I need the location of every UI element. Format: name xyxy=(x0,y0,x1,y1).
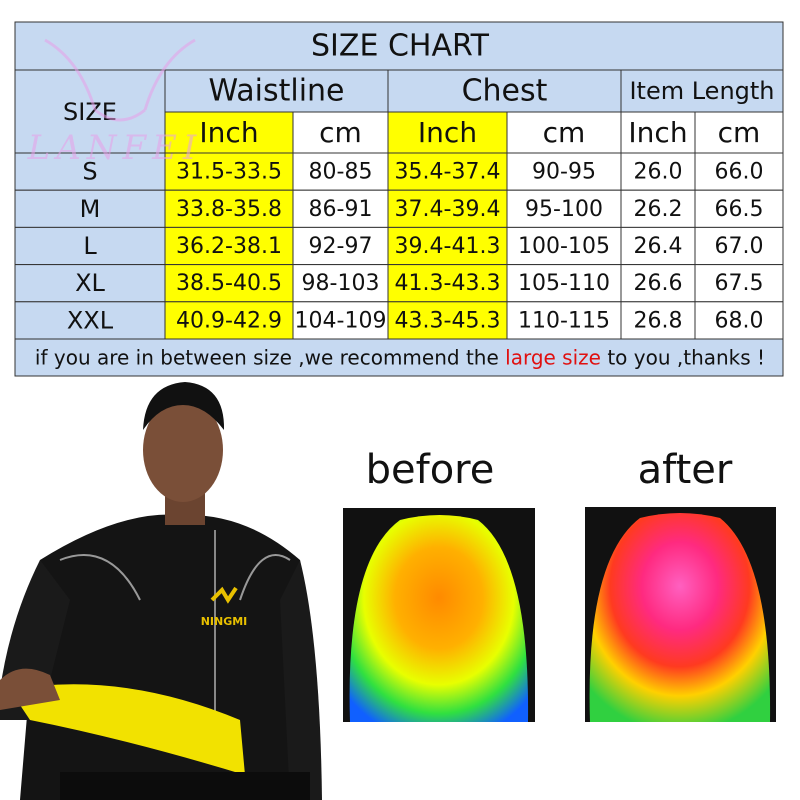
table-cell xyxy=(14,152,166,191)
table-cell xyxy=(14,264,166,303)
size-value: 67.5 xyxy=(715,271,764,296)
size-value: 92-97 xyxy=(309,234,373,259)
size-value: 36.2-38.1 xyxy=(176,234,282,259)
unit-header: Inch xyxy=(199,116,258,149)
size-name: XXL xyxy=(67,306,114,334)
size-value: 26.4 xyxy=(634,234,683,259)
size-value: 110-115 xyxy=(518,308,610,333)
table-cell xyxy=(164,226,294,266)
table-cell xyxy=(694,301,784,340)
size-value: 67.0 xyxy=(715,234,764,259)
table-cell xyxy=(694,226,784,266)
size-value: 33.8-35.8 xyxy=(176,197,282,222)
size-value: 66.5 xyxy=(715,197,764,222)
size-name: L xyxy=(83,232,97,260)
size-value: 95-100 xyxy=(525,197,603,222)
footnote-highlight: large size xyxy=(505,345,601,369)
model-photo: NINGMI xyxy=(0,380,330,800)
table-cell xyxy=(620,226,696,266)
watermark: LANFEI xyxy=(27,38,203,168)
table-cell xyxy=(387,226,508,266)
size-value: 43.3-45.3 xyxy=(395,308,501,333)
size-value: 31.5-33.5 xyxy=(176,160,282,185)
footnote: if you are in between size ,we recommend… xyxy=(35,345,765,369)
size-value: 104-109 xyxy=(295,308,387,333)
size-value: 37.4-39.4 xyxy=(395,197,501,222)
table-cell xyxy=(620,111,696,154)
table-cell xyxy=(164,111,294,154)
size-value: 26.6 xyxy=(634,271,683,296)
group-header: Item Length xyxy=(629,77,774,105)
table-cell xyxy=(292,264,389,303)
size-name: M xyxy=(80,195,101,223)
size-value: 40.9-42.9 xyxy=(176,308,282,333)
unit-header: Inch xyxy=(628,116,687,149)
size-value: 98-103 xyxy=(302,271,380,296)
size-value: 41.3-43.3 xyxy=(395,271,501,296)
table-cell xyxy=(694,264,784,303)
table-cell xyxy=(292,226,389,266)
table-cell xyxy=(387,111,508,154)
brand-logo: NINGMI xyxy=(201,615,248,628)
before-thermal xyxy=(349,515,529,722)
size-value: 26.0 xyxy=(634,160,683,185)
table-cell xyxy=(506,264,622,303)
table-cell xyxy=(387,189,508,228)
size-value: 86-91 xyxy=(309,197,373,222)
size-value: 26.2 xyxy=(634,197,683,222)
table-title: SIZE CHART xyxy=(311,29,490,64)
footnote-text: if you are in between size ,we recommend… xyxy=(35,345,505,369)
table-cell xyxy=(164,264,294,303)
unit-header: cm xyxy=(319,116,362,149)
table-cell xyxy=(14,338,784,377)
watermark-text: LANFEI xyxy=(27,128,203,168)
table-cell xyxy=(14,69,166,154)
group-header: Waistline xyxy=(209,74,345,109)
size-name: S xyxy=(82,158,97,186)
table-cell xyxy=(506,152,622,191)
table-cell xyxy=(14,21,784,71)
size-name: XL xyxy=(75,269,105,297)
table-cell xyxy=(14,226,166,266)
table-cell xyxy=(694,189,784,228)
table-cell xyxy=(292,152,389,191)
unit-header: cm xyxy=(718,116,761,149)
after-thermal xyxy=(589,513,771,722)
size-value: 90-95 xyxy=(532,160,596,185)
size-value: 80-85 xyxy=(309,160,373,185)
table-cell xyxy=(620,152,696,191)
size-header: SIZE xyxy=(63,98,117,126)
table-cell xyxy=(164,189,294,228)
after-label: after xyxy=(638,447,733,493)
size-value: 68.0 xyxy=(715,308,764,333)
watermark-logo xyxy=(44,38,196,122)
size-value: 39.4-41.3 xyxy=(395,234,501,259)
unit-header: cm xyxy=(543,116,586,149)
size-value: 66.0 xyxy=(715,160,764,185)
footnote-text: to you ,thanks ! xyxy=(601,345,765,369)
table-cell xyxy=(694,111,784,154)
size-value: 105-110 xyxy=(518,271,610,296)
table-cell xyxy=(387,69,622,113)
table-cell xyxy=(14,189,166,228)
table-cell xyxy=(694,152,784,191)
unit-header: Inch xyxy=(418,116,477,149)
group-header: Chest xyxy=(462,74,548,109)
size-value: 100-105 xyxy=(518,234,610,259)
before-label: before xyxy=(366,447,495,493)
size-value: 26.8 xyxy=(634,308,683,333)
size-value: 35.4-37.4 xyxy=(395,160,501,185)
table-cell xyxy=(164,69,389,113)
table-cell xyxy=(164,152,294,191)
table-cell xyxy=(506,189,622,228)
size-value: 38.5-40.5 xyxy=(176,271,282,296)
